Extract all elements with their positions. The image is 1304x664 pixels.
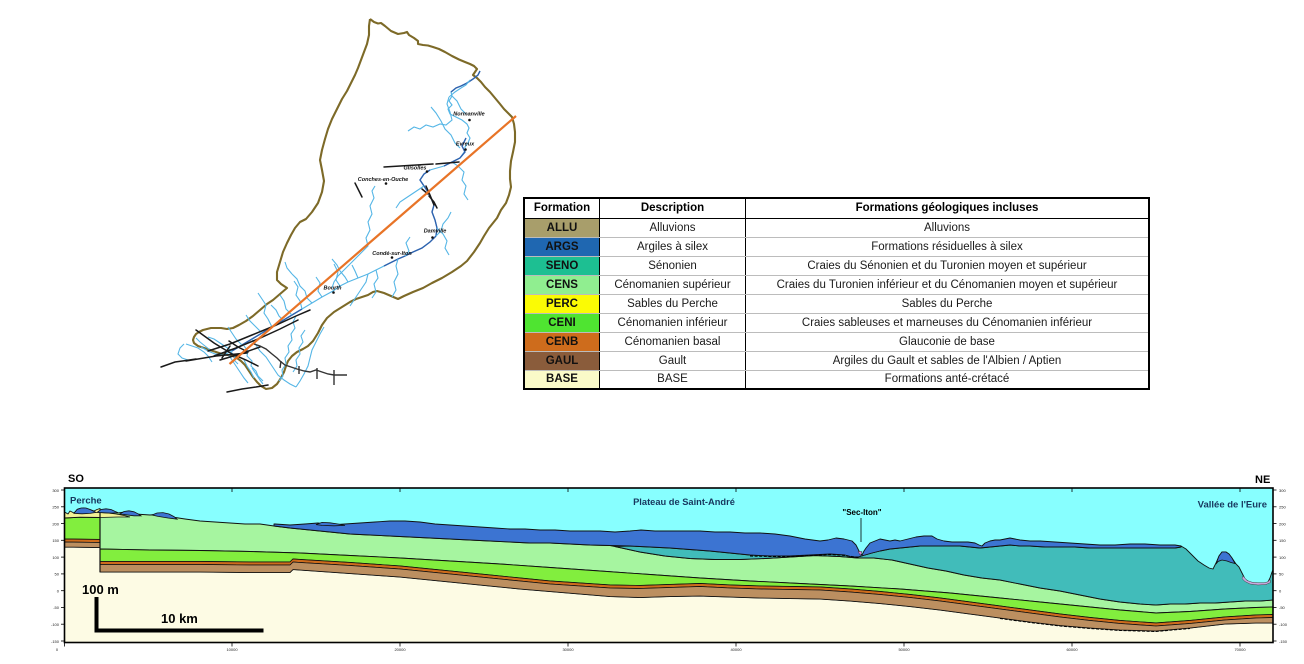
svg-text:-150: -150 [1279, 639, 1288, 644]
svg-text:-100: -100 [1279, 622, 1288, 627]
svg-text:100: 100 [52, 555, 59, 560]
svg-text:"Sec-Iton": "Sec-Iton" [842, 508, 881, 517]
svg-text:250: 250 [1279, 505, 1286, 510]
svg-text:Plateau de Saint-André: Plateau de Saint-André [633, 497, 735, 507]
svg-text:-150: -150 [51, 639, 60, 644]
svg-text:100: 100 [1279, 555, 1286, 560]
svg-text:Normanville: Normanville [453, 112, 484, 118]
svg-text:40000: 40000 [730, 647, 742, 652]
svg-text:0: 0 [56, 647, 59, 652]
svg-text:100 m: 100 m [82, 582, 119, 597]
svg-text:60000: 60000 [1066, 647, 1078, 652]
svg-text:Perche: Perche [70, 496, 102, 507]
svg-text:0: 0 [57, 589, 60, 594]
svg-text:Vallée de l'Eure: Vallée de l'Eure [1198, 500, 1267, 511]
svg-text:50000: 50000 [898, 647, 910, 652]
svg-text:300: 300 [1279, 488, 1286, 493]
svg-text:10 km: 10 km [161, 611, 198, 626]
svg-text:30000: 30000 [562, 647, 574, 652]
svg-text:150: 150 [1279, 538, 1286, 543]
svg-text:Conches-en-Ouche: Conches-en-Ouche [358, 177, 408, 183]
svg-text:200: 200 [1279, 521, 1286, 526]
svg-text:-100: -100 [51, 622, 60, 627]
svg-text:SO: SO [68, 473, 84, 485]
svg-text:20000: 20000 [394, 647, 406, 652]
svg-text:50: 50 [55, 572, 60, 577]
svg-text:NE: NE [1255, 474, 1270, 486]
svg-text:-50: -50 [53, 605, 60, 610]
svg-text:250: 250 [52, 505, 59, 510]
svg-text:Glisolles: Glisolles [404, 166, 427, 172]
svg-text:0: 0 [1279, 589, 1282, 594]
svg-text:50: 50 [1279, 572, 1284, 577]
svg-text:300: 300 [52, 488, 59, 493]
svg-text:150: 150 [52, 538, 59, 543]
svg-text:Bourth: Bourth [323, 286, 342, 292]
svg-text:-50: -50 [1279, 605, 1286, 610]
svg-text:Evreux: Evreux [456, 142, 475, 148]
svg-text:70000: 70000 [1234, 647, 1246, 652]
svg-text:200: 200 [52, 521, 59, 526]
svg-text:Condé-sur-Iton: Condé-sur-Iton [372, 251, 412, 257]
svg-text:Damville: Damville [424, 229, 447, 235]
svg-text:10000: 10000 [226, 647, 238, 652]
